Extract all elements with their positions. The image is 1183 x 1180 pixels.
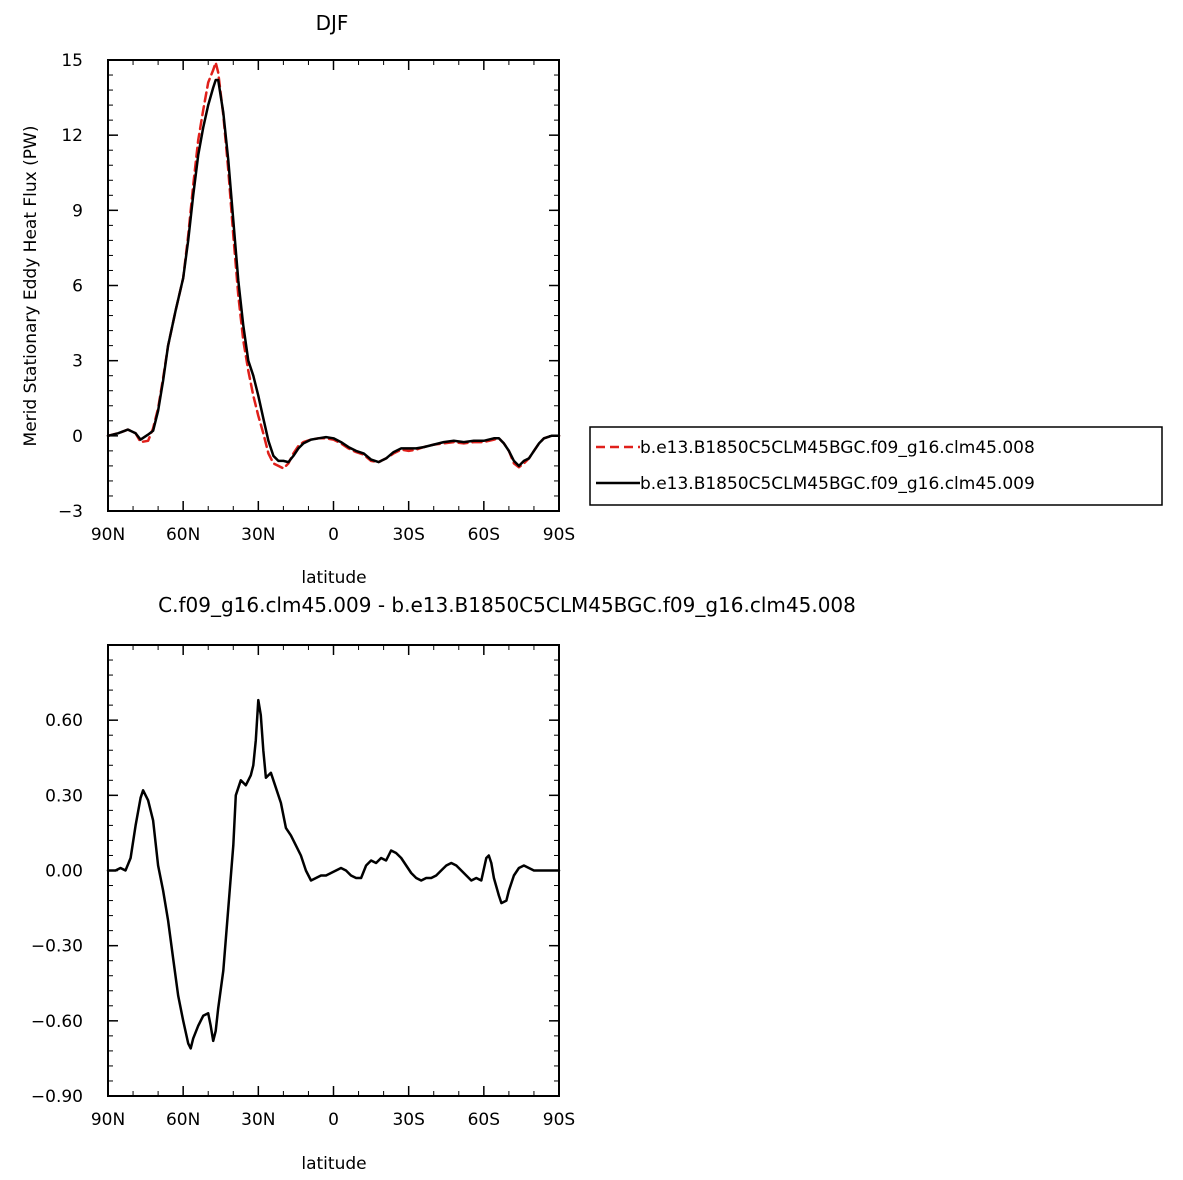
top-chart-x-axis-label: latitude xyxy=(301,568,366,588)
top-chart-frame xyxy=(107,59,560,512)
series-line-solid-black xyxy=(106,698,561,1050)
y-tick-label: −3 xyxy=(58,502,83,522)
y-tick-label: −0.90 xyxy=(31,1087,83,1107)
y-tick-label: 0 xyxy=(72,427,83,447)
y-tick-label: −0.60 xyxy=(31,1012,83,1032)
top-chart-y-axis-label: Merid Stationary Eddy Heat Flux (PW) xyxy=(21,126,41,447)
x-tick-label: 30S xyxy=(392,1110,424,1130)
x-tick-label: 90N xyxy=(91,525,125,545)
bottom-chart-x-axis-label: latitude xyxy=(301,1154,366,1174)
y-tick-label: 0.00 xyxy=(45,862,83,882)
legend-box xyxy=(589,426,1163,506)
x-tick-label: 60N xyxy=(166,525,200,545)
y-tick-label: 0.60 xyxy=(45,711,83,731)
bottom-chart-title: C.f09_g16.clm45.009 - b.e13.B1850C5CLM45… xyxy=(158,593,856,617)
y-tick-label: 0.30 xyxy=(45,786,83,806)
x-tick-label: 0 xyxy=(328,525,339,545)
y-tick-label: 12 xyxy=(61,126,83,146)
top-chart-title: DJF xyxy=(316,11,349,35)
legend-entry-2: b.e13.B1850C5CLM45BGC.f09_g16.clm45.009 xyxy=(640,474,1035,494)
y-tick-label: 9 xyxy=(72,201,83,221)
series-line-solid-black xyxy=(106,78,561,468)
x-tick-label: 60S xyxy=(468,525,500,545)
x-tick-label: 90N xyxy=(91,1110,125,1130)
x-tick-label: 30N xyxy=(241,525,275,545)
series-line-dashed-red xyxy=(106,61,561,470)
legend: b.e13.B1850C5CLM45BGC.f09_g16.clm45.008 … xyxy=(589,426,1163,506)
x-tick-label: 60S xyxy=(468,1110,500,1130)
x-tick-label: 60N xyxy=(166,1110,200,1130)
x-tick-label: 90S xyxy=(543,525,575,545)
x-tick-label: 30S xyxy=(392,525,424,545)
x-tick-label: 90S xyxy=(543,1110,575,1130)
top-chart: DJF Merid Stationary Eddy Heat Flux (PW)… xyxy=(21,11,575,588)
x-tick-label: 30N xyxy=(241,1110,275,1130)
x-tick-label: 0 xyxy=(328,1110,339,1130)
y-tick-label: 3 xyxy=(72,352,83,372)
legend-entry-1: b.e13.B1850C5CLM45BGC.f09_g16.clm45.008 xyxy=(640,438,1035,458)
y-tick-label: 6 xyxy=(72,277,83,297)
y-tick-label: 15 xyxy=(61,51,83,71)
y-tick-label: −0.30 xyxy=(31,937,83,957)
bottom-chart: C.f09_g16.clm45.009 - b.e13.B1850C5CLM45… xyxy=(31,593,856,1174)
